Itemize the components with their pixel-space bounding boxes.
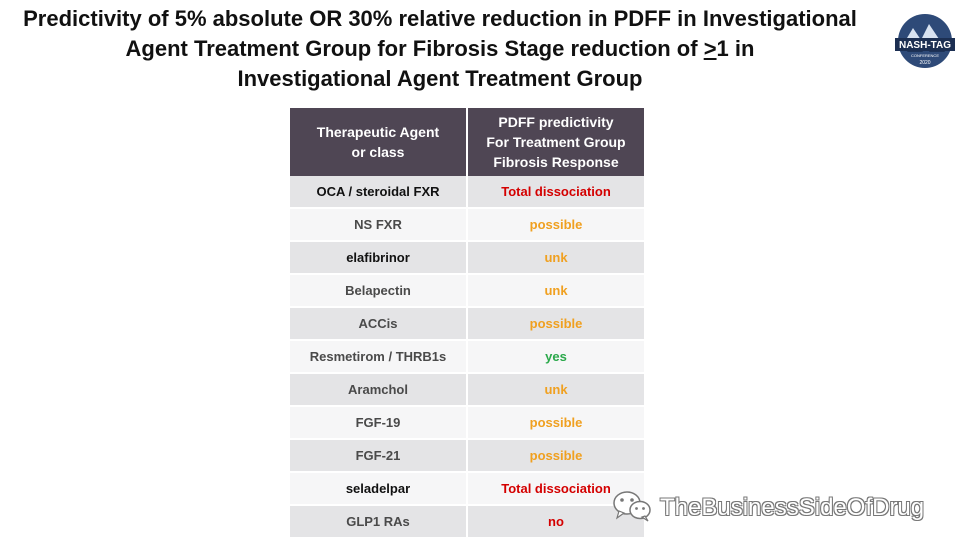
predictivity-cell: unk	[468, 242, 644, 275]
title-line-3: Investigational Agent Treatment Group	[237, 66, 643, 91]
watermark: TheBusinessSideOfDrug	[612, 488, 924, 528]
logo-subtext: CONFERENCE	[911, 53, 939, 58]
agent-cell: ACCis	[290, 308, 468, 341]
table-row: NS FXR possible	[290, 209, 644, 242]
predictivity-cell: yes	[468, 341, 644, 374]
table-row: elafibrinor unk	[290, 242, 644, 275]
predictivity-cell: possible	[468, 440, 644, 473]
nash-tag-logo: NASH-TAG CONFERENCE 2020	[893, 12, 957, 70]
agent-cell: OCA / steroidal FXR	[290, 176, 468, 209]
wechat-icon	[612, 489, 652, 528]
agent-cell: Resmetirom / THRB1s	[290, 341, 468, 374]
table-row: FGF-19 possible	[290, 407, 644, 440]
table-row: OCA / steroidal FXR Total dissociation	[290, 176, 644, 209]
slide-title: Predictivity of 5% absolute OR 30% relat…	[0, 4, 880, 94]
predictivity-cell: no	[468, 506, 644, 539]
table-row: FGF-21 possible	[290, 440, 644, 473]
header-col2-line3: Fibrosis Response	[493, 154, 619, 170]
header-col2-line1: PDFF predictivity	[498, 114, 614, 130]
table-row: Aramchol unk	[290, 374, 644, 407]
predictivity-cell: unk	[468, 374, 644, 407]
predictivity-cell: possible	[468, 209, 644, 242]
table-row: GLP1 RAs no	[290, 506, 644, 539]
watermark-text: TheBusinessSideOfDrug	[660, 494, 925, 521]
header-therapeutic-agent: Therapeutic Agent or class	[290, 108, 468, 176]
predictivity-cell: possible	[468, 308, 644, 341]
table-header-row: Therapeutic Agent or class PDFF predicti…	[290, 108, 644, 176]
title-line-2-start: Agent Treatment Group for Fibrosis Stage…	[125, 36, 704, 61]
title-greater-than: >	[703, 36, 717, 61]
table-row: Belapectin unk	[290, 275, 644, 308]
logo-text: NASH-TAG	[899, 40, 951, 51]
agent-cell: seladelpar	[290, 473, 468, 506]
table-row: seladelpar Total dissociation	[290, 473, 644, 506]
pdff-predictivity-table: Therapeutic Agent or class PDFF predicti…	[290, 108, 644, 539]
title-line-2-end: 1 in	[716, 36, 755, 61]
agent-cell: FGF-19	[290, 407, 468, 440]
agent-cell: elafibrinor	[290, 242, 468, 275]
title-line-1: Predictivity of 5% absolute OR 30% relat…	[23, 6, 857, 31]
predictivity-cell: unk	[468, 275, 644, 308]
predictivity-cell: Total dissociation	[468, 176, 644, 209]
agent-cell: Belapectin	[290, 275, 468, 308]
header-pdff-predictivity: PDFF predictivity For Treatment Group Fi…	[468, 108, 644, 176]
agent-cell: Aramchol	[290, 374, 468, 407]
agent-cell: FGF-21	[290, 440, 468, 473]
predictivity-cell: possible	[468, 407, 644, 440]
header-col2-line2: For Treatment Group	[486, 134, 626, 150]
agent-cell: GLP1 RAs	[290, 506, 468, 539]
table-row: Resmetirom / THRB1s yes	[290, 341, 644, 374]
table-row: ACCis possible	[290, 308, 644, 341]
header-col1-line2: or class	[351, 144, 405, 160]
agent-cell: NS FXR	[290, 209, 468, 242]
header-col1-line1: Therapeutic Agent	[316, 124, 440, 140]
logo-year: 2020	[919, 60, 930, 66]
title-line-2: Agent Treatment Group for Fibrosis Stage…	[0, 34, 880, 64]
